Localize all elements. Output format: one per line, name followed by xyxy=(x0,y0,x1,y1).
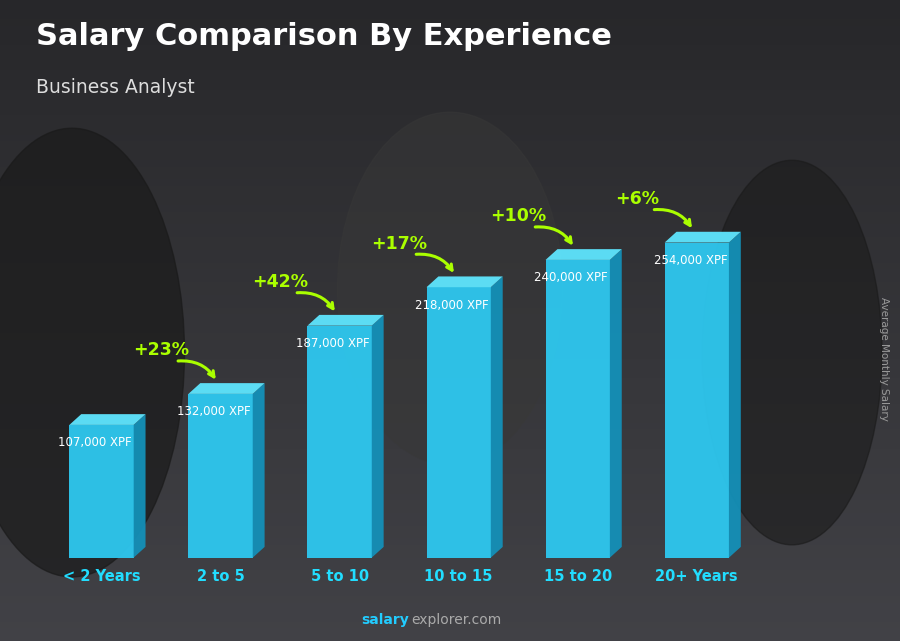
Text: 132,000 XPF: 132,000 XPF xyxy=(177,406,251,419)
Text: salary: salary xyxy=(362,613,410,627)
Polygon shape xyxy=(69,414,146,425)
Bar xyxy=(308,326,372,558)
Polygon shape xyxy=(729,232,741,558)
Polygon shape xyxy=(491,276,503,558)
Text: +17%: +17% xyxy=(371,235,427,253)
Text: 187,000 XPF: 187,000 XPF xyxy=(296,337,370,350)
Text: Salary Comparison By Experience: Salary Comparison By Experience xyxy=(36,22,612,51)
Polygon shape xyxy=(610,249,622,558)
Text: +10%: +10% xyxy=(491,207,546,225)
Bar xyxy=(545,260,610,558)
Bar xyxy=(188,394,253,558)
Text: 240,000 XPF: 240,000 XPF xyxy=(535,271,608,285)
Bar xyxy=(664,242,729,558)
Polygon shape xyxy=(188,383,265,394)
Bar xyxy=(69,425,133,558)
Polygon shape xyxy=(253,383,265,558)
Ellipse shape xyxy=(0,128,184,577)
Text: Average Monthly Salary: Average Monthly Salary xyxy=(879,297,889,421)
Polygon shape xyxy=(427,276,503,287)
Ellipse shape xyxy=(702,160,882,545)
Text: +6%: +6% xyxy=(616,190,659,208)
Polygon shape xyxy=(545,249,622,260)
Text: explorer.com: explorer.com xyxy=(411,613,501,627)
Text: 107,000 XPF: 107,000 XPF xyxy=(58,437,132,449)
Bar xyxy=(427,287,490,558)
Polygon shape xyxy=(308,315,383,326)
Text: +23%: +23% xyxy=(133,341,189,360)
Polygon shape xyxy=(664,232,741,242)
Text: 254,000 XPF: 254,000 XPF xyxy=(653,254,727,267)
Text: 218,000 XPF: 218,000 XPF xyxy=(416,299,489,312)
Ellipse shape xyxy=(338,112,562,465)
Text: Business Analyst: Business Analyst xyxy=(36,78,194,97)
Polygon shape xyxy=(133,414,146,558)
Polygon shape xyxy=(372,315,383,558)
Text: +42%: +42% xyxy=(252,273,308,291)
